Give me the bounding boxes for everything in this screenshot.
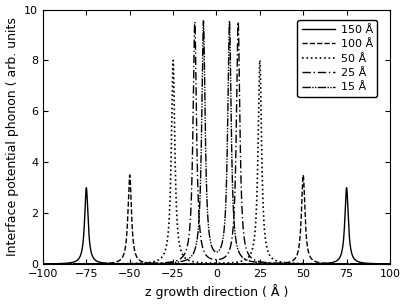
- 25 Å: [260, 260, 265, 264]
- 150 Å: [40, 262, 45, 266]
- Line: 50 Å: 50 Å: [43, 60, 389, 264]
- 150 Å: [297, 262, 302, 266]
- 15 Å: [166, 261, 171, 265]
- 15 Å: [58, 262, 63, 266]
- Line: 100 Å: 100 Å: [43, 175, 389, 264]
- Legend: 150 Å, 100 Å, 50 Å, 25 Å, 15 Å: 150 Å, 100 Å, 50 Å, 25 Å, 15 Å: [297, 20, 377, 97]
- 50 Å: [260, 212, 265, 215]
- 100 Å: [40, 262, 45, 266]
- 50 Å: [170, 59, 175, 62]
- 50 Å: [166, 226, 171, 230]
- 15 Å: [260, 261, 265, 265]
- 100 Å: [297, 233, 302, 236]
- 150 Å: [245, 262, 250, 266]
- 15 Å: [40, 262, 45, 266]
- 15 Å: [245, 259, 250, 263]
- 50 Å: [386, 262, 391, 266]
- 150 Å: [260, 262, 265, 266]
- 150 Å: [213, 262, 218, 266]
- 15 Å: [386, 262, 391, 266]
- 50 Å: [58, 262, 63, 266]
- 150 Å: [166, 262, 171, 266]
- 25 Å: [245, 252, 250, 256]
- Y-axis label: Interface potential phonon ( arb. units: Interface potential phonon ( arb. units: [6, 17, 19, 256]
- 15 Å: [226, 19, 231, 23]
- 150 Å: [58, 262, 63, 265]
- 25 Å: [315, 262, 320, 266]
- Line: 25 Å: 25 Å: [43, 22, 389, 264]
- 100 Å: [245, 262, 250, 266]
- 25 Å: [192, 20, 197, 23]
- 25 Å: [386, 262, 391, 266]
- 15 Å: [297, 262, 302, 266]
- X-axis label: z growth direction ( Å ): z growth direction ( Å ): [145, 285, 288, 300]
- Line: 150 Å: 150 Å: [43, 188, 389, 264]
- 50 Å: [315, 262, 320, 266]
- 25 Å: [58, 262, 63, 266]
- 100 Å: [127, 173, 132, 177]
- 50 Å: [40, 262, 45, 266]
- 100 Å: [166, 262, 171, 266]
- 100 Å: [315, 261, 320, 264]
- 150 Å: [315, 262, 320, 265]
- 100 Å: [260, 262, 265, 266]
- 50 Å: [245, 256, 250, 259]
- 150 Å: [386, 262, 391, 266]
- 25 Å: [40, 262, 45, 266]
- 100 Å: [58, 262, 63, 266]
- Line: 15 Å: 15 Å: [43, 21, 389, 264]
- 100 Å: [386, 262, 391, 266]
- 150 Å: [84, 186, 89, 189]
- 15 Å: [315, 262, 320, 266]
- 25 Å: [166, 260, 171, 264]
- 25 Å: [297, 262, 302, 266]
- 50 Å: [297, 262, 302, 265]
